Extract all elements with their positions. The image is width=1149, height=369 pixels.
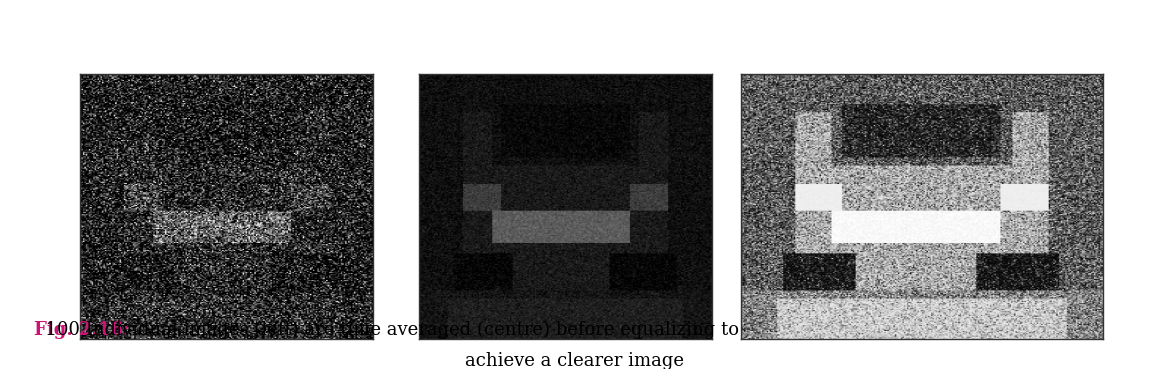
- Text: 100 Individual images (left) are time averaged (centre) before equalizing to: 100 Individual images (left) are time av…: [34, 321, 740, 339]
- Text: Fig. 2.16:: Fig. 2.16:: [34, 321, 130, 339]
- Text: achieve a clearer image: achieve a clearer image: [465, 352, 684, 369]
